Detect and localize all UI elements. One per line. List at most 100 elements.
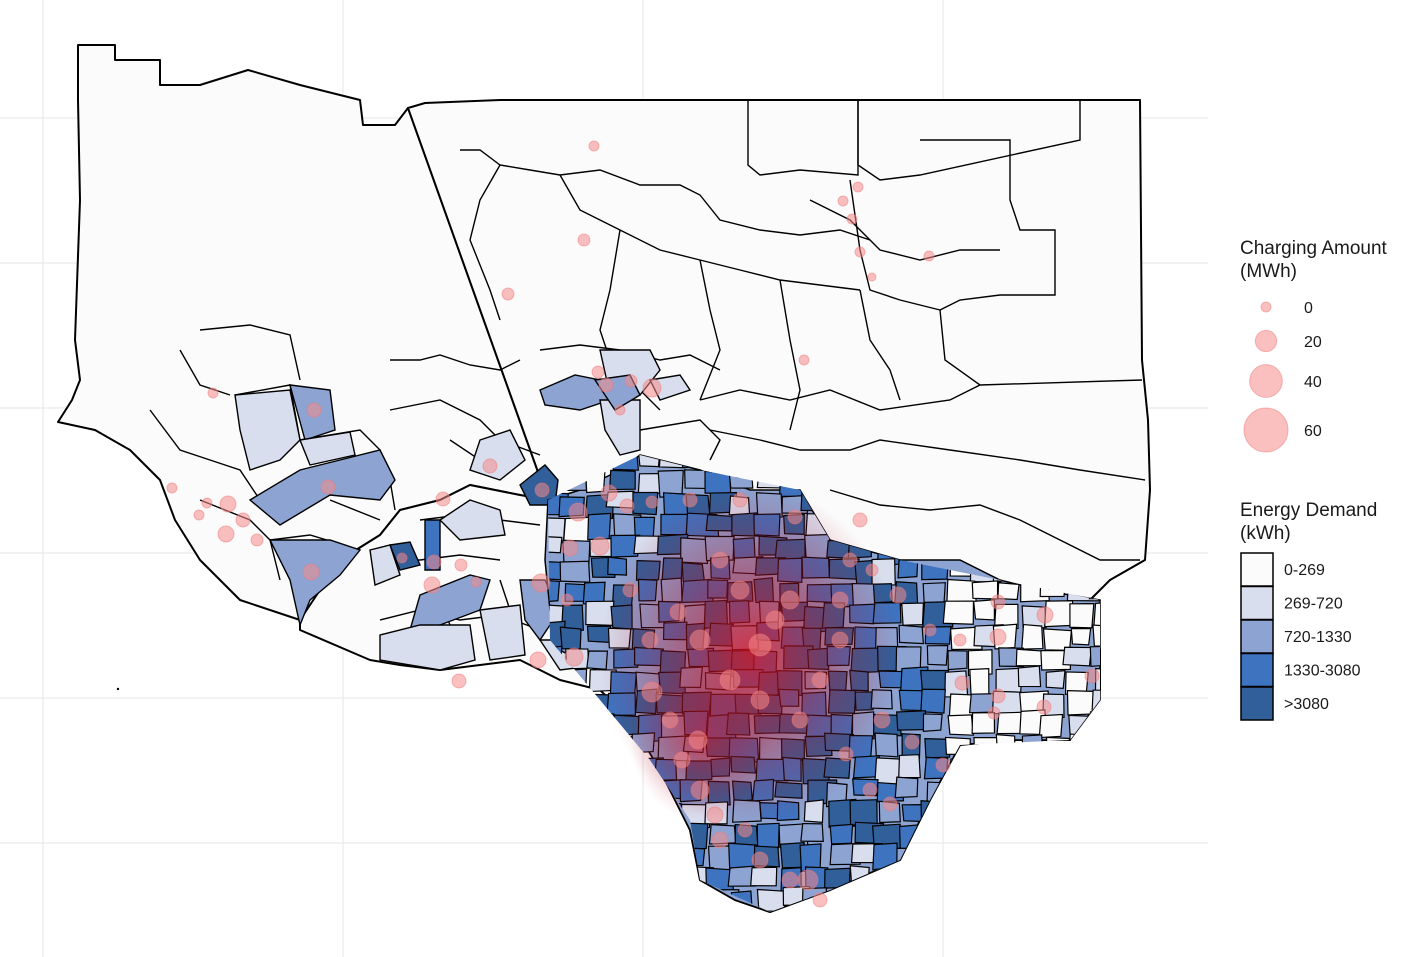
charging-bubble <box>501 287 515 301</box>
charging-bubble <box>1036 699 1052 715</box>
charging-bubble <box>846 213 858 225</box>
charging-legend-label: 20 <box>1304 334 1322 351</box>
tract-tile <box>1040 780 1068 804</box>
charging-bubble <box>426 554 442 570</box>
charging-bubble <box>614 404 626 416</box>
charging-bubble <box>831 591 849 609</box>
charging-bubble <box>690 780 710 800</box>
tract-tile <box>950 758 980 786</box>
charging-bubble <box>470 576 482 588</box>
tract-tile <box>610 866 639 889</box>
tract-tile <box>1087 869 1100 893</box>
charging-bubble <box>642 378 662 398</box>
tract-tile <box>995 734 1016 755</box>
charging-bubble <box>598 377 614 393</box>
tract-tile <box>996 869 1025 893</box>
tract-tile <box>564 907 596 912</box>
charging-bubble <box>935 757 951 773</box>
tract-tile <box>1089 645 1100 667</box>
tract-tile <box>852 906 876 912</box>
charging-bubble <box>217 525 235 543</box>
tract-tile <box>562 863 590 890</box>
charging-bubble <box>706 806 724 824</box>
tract-tile <box>1087 709 1100 733</box>
tract-tile <box>548 864 563 887</box>
charging-bubble <box>989 628 1007 646</box>
tract-tile <box>585 890 617 912</box>
tract-tile <box>588 909 614 912</box>
tract-tile <box>548 535 563 554</box>
charging-bubble <box>889 586 907 604</box>
tract-tile <box>969 799 999 820</box>
tract-tile <box>1043 821 1074 844</box>
charging-bubble <box>641 631 659 649</box>
tract-tile <box>992 891 1023 912</box>
demand-legend-swatch <box>1240 652 1274 688</box>
charging-bubble <box>396 552 408 564</box>
tract-tile <box>584 841 612 863</box>
tract-tile <box>969 668 990 697</box>
tract-tile <box>998 777 1022 802</box>
tract-tile <box>1066 824 1095 845</box>
charging-legend-key <box>1260 301 1272 313</box>
demand-legend-swatch <box>1240 686 1274 721</box>
charging-bubble <box>451 673 467 689</box>
tract-tile <box>900 867 930 890</box>
charging-bubble <box>193 509 205 521</box>
charging-bubble <box>987 706 1001 720</box>
tract-tile <box>949 888 975 908</box>
demand-legend-label: 269-720 <box>1284 596 1343 613</box>
charging-bubble <box>923 250 935 262</box>
tract-tile <box>920 688 946 714</box>
tract-tile <box>656 866 687 886</box>
tract-tile <box>548 845 566 866</box>
charging-bubble <box>219 495 237 513</box>
tract-tile <box>559 626 582 650</box>
tract-tile <box>543 914 567 939</box>
tract-tile <box>1015 890 1042 912</box>
charging-bubble <box>750 690 770 710</box>
tract-tile <box>1070 758 1100 780</box>
tract-tile <box>631 869 652 893</box>
charging-bubble <box>838 746 854 762</box>
charging-bubble <box>732 492 748 508</box>
charging-bubble <box>831 631 849 649</box>
tract-tile <box>586 755 609 777</box>
charging-bubble <box>591 365 605 379</box>
tract-tile <box>849 865 870 894</box>
charging-bubble <box>588 140 600 152</box>
tract-tile <box>1039 909 1065 912</box>
tract-tile <box>947 714 975 736</box>
charging-bubble <box>669 603 687 621</box>
tract-tile <box>1043 757 1069 786</box>
tract-tile <box>998 842 1026 870</box>
tract-tile <box>660 845 689 867</box>
charging-bubble <box>564 647 584 667</box>
tract-tile <box>1092 890 1100 911</box>
tract-tile <box>1093 601 1100 628</box>
charging-bubble <box>645 495 659 509</box>
tract-tile <box>1045 669 1066 689</box>
charging-bubble <box>590 536 610 556</box>
charging-bubble <box>689 629 711 651</box>
charging-bubble <box>780 590 800 610</box>
charging-bubble <box>787 509 803 525</box>
tract-tile <box>1044 801 1075 823</box>
charging-bubble <box>791 711 809 729</box>
tract-tile <box>798 909 828 912</box>
tract-tile <box>612 779 636 802</box>
charging-bubble <box>235 512 251 528</box>
charging-bubble <box>781 871 799 889</box>
tract-tile <box>1065 913 1085 931</box>
tract-tile <box>1021 623 1044 650</box>
tract-tile <box>548 733 566 753</box>
tract-tile <box>1014 778 1042 802</box>
tract-tile <box>1068 843 1092 866</box>
tract-tile <box>1016 909 1039 912</box>
tract-tile <box>1038 713 1064 739</box>
tract-tile <box>1015 648 1045 667</box>
charging-legend-label: 60 <box>1304 423 1322 440</box>
charging-bubble <box>534 482 550 498</box>
tract-tile <box>548 889 572 912</box>
demand-legend-swatch <box>1240 585 1274 621</box>
